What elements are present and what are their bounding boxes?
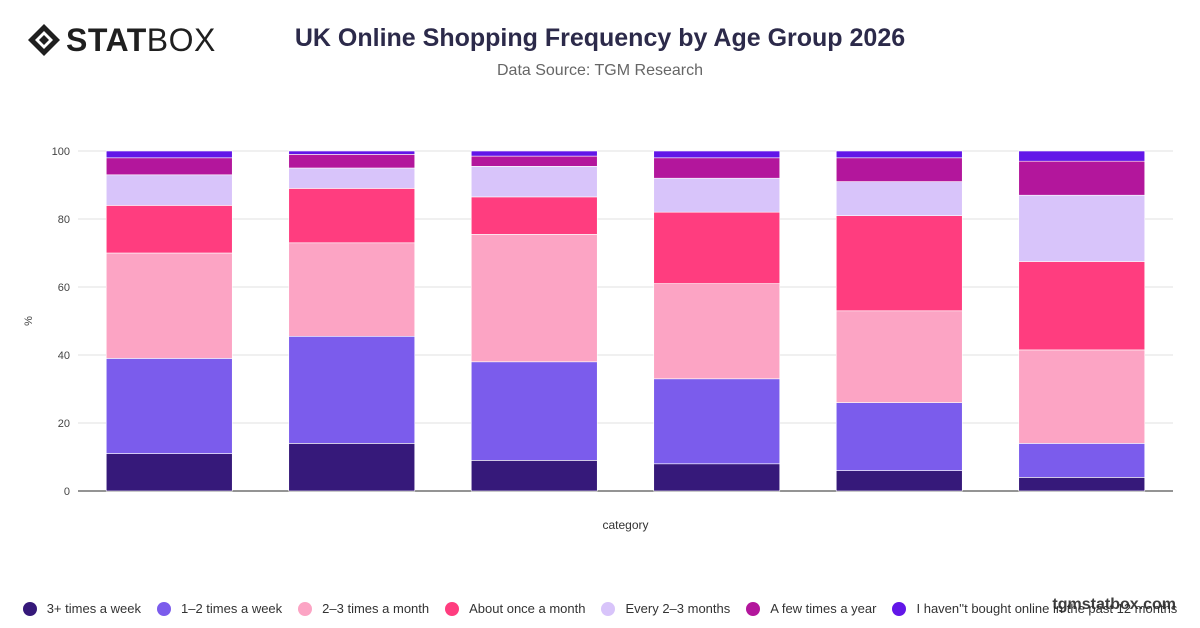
bar-segment-2 bbox=[105, 358, 233, 454]
bar-segment-4 bbox=[835, 215, 963, 312]
legend-marker bbox=[601, 601, 616, 616]
bar-segment-5 bbox=[835, 181, 963, 216]
bar-segment-1 bbox=[1018, 477, 1146, 492]
legend-item[interactable]: 1–2 times a week bbox=[157, 601, 282, 616]
bar-segment-3 bbox=[835, 310, 963, 403]
bar-segment-1 bbox=[835, 470, 963, 492]
chart-subtitle: Data Source: TGM Research bbox=[496, 62, 703, 79]
legend-marker bbox=[746, 601, 761, 616]
legend-marker bbox=[892, 601, 907, 616]
brand-name-bold: STAT bbox=[66, 22, 147, 58]
bar-segment-2 bbox=[470, 361, 598, 461]
bar-segment-4 bbox=[288, 188, 416, 244]
legend-item[interactable]: About once a month bbox=[445, 601, 585, 616]
bar-segment-4 bbox=[1018, 261, 1146, 351]
legend-item[interactable]: 2–3 times a month bbox=[298, 601, 429, 616]
brand-name: STATBOX bbox=[66, 22, 216, 58]
legend-label: About once a month bbox=[469, 601, 586, 616]
bar-segment-5 bbox=[288, 167, 416, 189]
bar-segment-7 bbox=[470, 150, 598, 157]
bar-segment-5 bbox=[470, 166, 598, 198]
legend-label: A few times a year bbox=[770, 601, 877, 616]
bar-segment-2 bbox=[653, 378, 781, 465]
legend-item[interactable]: I haven''t bought online in the past 12 … bbox=[892, 601, 1177, 616]
legend-marker bbox=[298, 601, 313, 616]
y-tick-label: 0 bbox=[64, 486, 70, 498]
bar-segment-3 bbox=[653, 283, 781, 380]
legend-label: I haven''t bought online in the past 12 … bbox=[916, 601, 1178, 616]
bar-segment-4 bbox=[653, 211, 781, 284]
bar-segment-7 bbox=[105, 150, 233, 159]
watermark: tgmstatbox.com bbox=[1052, 596, 1176, 613]
bar-segment-6 bbox=[835, 157, 963, 182]
x-axis-label: category bbox=[602, 518, 648, 532]
legend-label: 1–2 times a week bbox=[181, 601, 283, 616]
stacked-bar-chart: 0 20 40 60 80 100% category bbox=[23, 146, 1173, 532]
legend-item[interactable]: Every 2–3 months bbox=[601, 601, 730, 616]
bar-segment-7 bbox=[1018, 150, 1146, 162]
bar-segment-3 bbox=[1018, 349, 1146, 444]
bar-segment-3 bbox=[105, 252, 233, 359]
bar-segment-1 bbox=[470, 460, 598, 492]
bar-segment-2 bbox=[1018, 443, 1146, 478]
bar-segment-1 bbox=[653, 463, 781, 492]
bar-segment-2 bbox=[288, 335, 416, 444]
bar-segment-7 bbox=[653, 150, 781, 159]
bar-segment-6 bbox=[470, 155, 598, 167]
legend-label: 2–3 times a month bbox=[322, 601, 430, 616]
statbox-logo: STATBOX bbox=[26, 22, 216, 58]
bar-segment-5 bbox=[653, 177, 781, 213]
bar-segment-6 bbox=[1018, 160, 1146, 196]
legend-label: 3+ times a week bbox=[46, 601, 141, 616]
bar-segment-1 bbox=[288, 443, 416, 492]
bar-segment-6 bbox=[288, 154, 416, 169]
y-tick-label: 60 bbox=[58, 282, 70, 294]
bar-segment-4 bbox=[105, 205, 233, 254]
bar-segment-7 bbox=[835, 150, 963, 159]
legend-label: Every 2–3 months bbox=[625, 601, 731, 616]
bar-segment-2 bbox=[835, 402, 963, 471]
legend-marker bbox=[157, 601, 171, 616]
legend-item[interactable]: 3+ times a week bbox=[22, 601, 141, 616]
bar-segment-5 bbox=[105, 174, 233, 206]
legend-marker bbox=[22, 601, 37, 616]
legend-marker bbox=[445, 601, 460, 616]
y-tick-label: 100 bbox=[52, 146, 70, 158]
y-tick-label: 40 bbox=[58, 350, 70, 362]
y-tick-label: 20 bbox=[58, 418, 70, 430]
y-tick-label: 80 bbox=[58, 214, 70, 226]
brand-name-light: BOX bbox=[146, 22, 216, 58]
bar-segment-7 bbox=[288, 150, 416, 155]
chart-title: UK Online Shopping Frequency by Age Grou… bbox=[294, 24, 906, 52]
bar-segment-3 bbox=[288, 242, 416, 337]
bar-segment-6 bbox=[653, 157, 781, 179]
statbox-logo-icon bbox=[28, 24, 60, 56]
bar-segment-3 bbox=[470, 234, 598, 363]
bar-segment-6 bbox=[105, 157, 233, 176]
bar-segment-4 bbox=[470, 196, 598, 235]
bar-segment-5 bbox=[1018, 194, 1146, 262]
legend-item[interactable]: A few times a year bbox=[746, 601, 876, 616]
chart-legend: 3+ times a week 1–2 times a week 2–3 times… bbox=[0, 601, 1200, 616]
y-axis-label: % bbox=[23, 316, 35, 326]
bar-segment-1 bbox=[105, 453, 233, 492]
